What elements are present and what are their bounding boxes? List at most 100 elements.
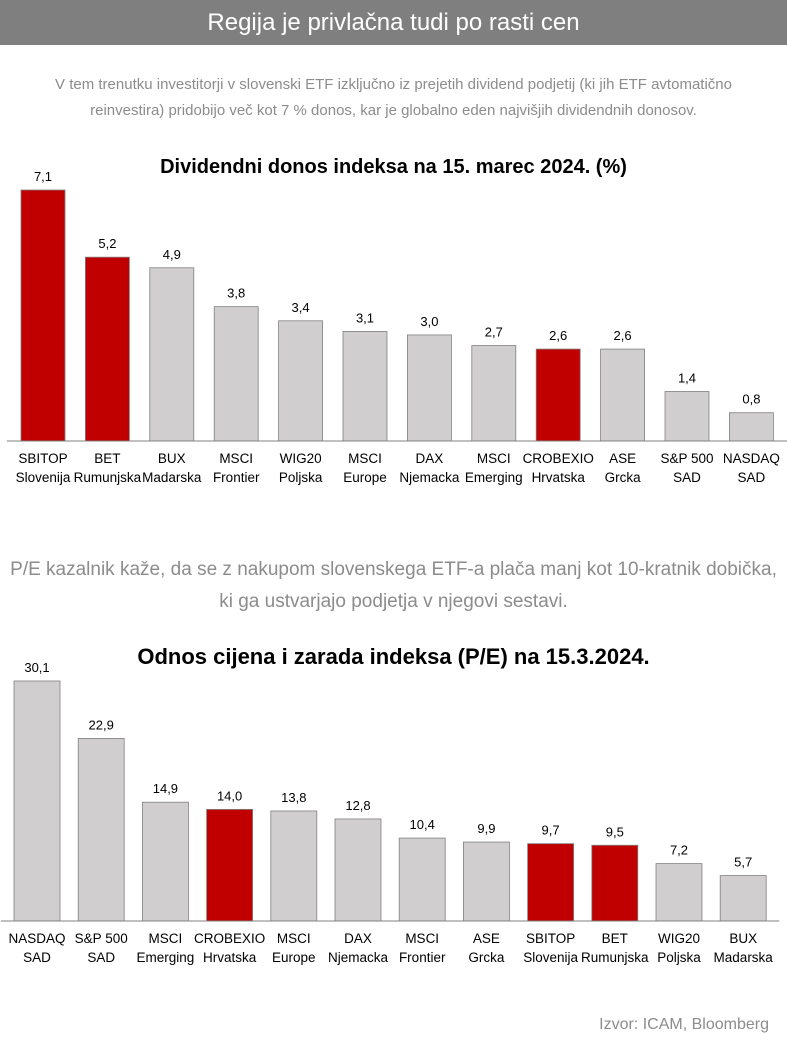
bar-0-1 — [85, 256, 130, 442]
data-label-1-7: 9,9 — [477, 821, 495, 836]
category-label-1-6-1: Frontier — [399, 950, 446, 965]
category-label-1-10-0: WIG20 — [658, 931, 700, 946]
bar-1-11 — [719, 875, 767, 922]
bar-0-5 — [342, 331, 388, 442]
category-label-1-1-0: S&P 500 — [75, 931, 128, 946]
bar-1-3 — [206, 808, 254, 922]
category-label-1-8-1: Slovenija — [523, 950, 578, 965]
category-label-1-0-1: SAD — [23, 950, 51, 965]
chart-title-pe: Odnos cijena i zarada indeksa (P/E) na 1… — [137, 644, 650, 669]
category-label-1-4-1: Europe — [272, 950, 316, 965]
category-label-0-5-1: Europe — [343, 470, 387, 485]
category-label-0-7-0: MSCI — [477, 451, 511, 466]
category-label-0-6-0: DAX — [416, 451, 444, 466]
bar-0-11 — [729, 412, 774, 442]
data-label-0-4: 3,4 — [292, 300, 310, 315]
bar-0-10 — [664, 391, 710, 442]
data-label-0-8: 2,6 — [549, 328, 567, 343]
category-label-1-5-1: Njemacka — [328, 950, 389, 965]
data-label-1-8: 9,7 — [542, 823, 560, 838]
bar-1-4 — [270, 810, 318, 922]
category-label-0-11-1: SAD — [738, 470, 766, 485]
bar-0-0 — [20, 189, 66, 442]
intro-text-pe: P/E kazalnik kaže, da se z nakupom slove… — [10, 559, 777, 612]
intro-text-dividend: V tem trenutku investitorji v slovenski … — [55, 76, 732, 119]
category-label-1-2-0: MSCI — [149, 931, 183, 946]
category-label-0-5-0: MSCI — [348, 451, 382, 466]
data-label-1-9: 9,5 — [606, 824, 624, 839]
bar-1-6 — [398, 837, 446, 922]
data-label-1-3: 14,0 — [217, 788, 242, 803]
category-label-0-8-0: CROBEXIO — [523, 451, 594, 466]
category-label-1-2-1: Emerging — [137, 950, 195, 965]
category-label-0-2-0: BUX — [158, 451, 186, 466]
data-label-0-5: 3,1 — [356, 310, 374, 325]
bar-1-9 — [591, 844, 639, 922]
category-label-0-4-0: WIG20 — [280, 451, 322, 466]
bar-1-10 — [655, 863, 703, 922]
dividend-yield-chart: 7,1 SBITOP Slovenija 5,2 BET Rumunjska 4,9 BUX M… — [6, 169, 787, 485]
bar-0-6 — [406, 334, 452, 442]
category-label-1-6-0: MSCI — [405, 931, 439, 946]
category-label-0-3-0: MSCI — [219, 451, 253, 466]
data-label-0-3: 3,8 — [227, 286, 245, 301]
category-label-0-1-1: Rumunjska — [74, 470, 142, 485]
category-label-1-10-1: Poljska — [657, 950, 701, 965]
category-label-0-0-0: SBITOP — [18, 451, 67, 466]
category-label-0-9-1: Grcka — [605, 470, 641, 485]
category-label-1-3-1: Hrvatska — [203, 950, 257, 965]
chart-title-dividend: Dividendni donos indeksa na 15. marec 20… — [160, 156, 627, 178]
data-label-1-4: 13,8 — [281, 790, 306, 805]
bar-0-8 — [535, 348, 581, 442]
bar-0-2 — [149, 267, 195, 442]
data-label-0-2: 4,9 — [163, 247, 181, 262]
category-label-0-10-1: SAD — [673, 470, 701, 485]
category-label-1-9-0: BET — [602, 931, 628, 946]
category-label-0-10-0: S&P 500 — [660, 451, 713, 466]
bar-0-7 — [471, 345, 517, 442]
category-label-1-4-0: MSCI — [277, 931, 311, 946]
category-label-0-9-0: ASE — [609, 451, 636, 466]
category-label-0-6-1: Njemacka — [399, 470, 460, 485]
data-label-0-10: 1,4 — [678, 371, 696, 386]
pe-ratio-chart: 30,1 NASDAQ SAD 22,9 S&P 500 SAD 14,9 MSCI Emerg… — [0, 660, 780, 965]
category-label-0-2-1: Madarska — [142, 470, 202, 485]
category-label-0-4-1: Poljska — [279, 470, 323, 485]
category-label-1-11-0: BUX — [729, 931, 757, 946]
data-label-0-1: 5,2 — [98, 236, 116, 251]
data-label-1-1: 22,9 — [89, 717, 114, 732]
data-label-1-0: 30,1 — [24, 660, 49, 675]
page-title: Regija je privlačna tudi po rasti cen — [207, 9, 580, 36]
source-note: Izvor: ICAM, Bloomberg — [599, 1016, 769, 1033]
category-label-1-9-1: Rumunjska — [581, 950, 649, 965]
category-label-0-8-1: Hrvatska — [532, 470, 586, 485]
category-label-0-3-1: Frontier — [213, 470, 260, 485]
bar-1-0 — [13, 680, 61, 922]
data-label-1-6: 10,4 — [410, 817, 435, 832]
category-label-1-7-0: ASE — [473, 931, 500, 946]
category-label-1-11-1: Madarska — [714, 950, 774, 965]
data-label-0-7: 2,7 — [485, 325, 503, 340]
category-label-0-11-0: NASDAQ — [723, 451, 780, 466]
page-header: Regija je privlačna tudi po rasti cen — [0, 0, 787, 45]
bar-1-1 — [77, 738, 125, 922]
category-label-1-7-1: Grcka — [468, 950, 504, 965]
category-label-0-1-0: BET — [94, 451, 120, 466]
bar-1-2 — [141, 801, 189, 922]
data-label-0-11: 0,8 — [742, 392, 760, 407]
category-label-1-1-1: SAD — [87, 950, 115, 965]
bar-0-4 — [278, 320, 324, 442]
data-label-1-2: 14,9 — [153, 781, 178, 796]
data-label-0-9: 2,6 — [614, 328, 632, 343]
bar-1-7 — [462, 841, 510, 922]
bar-1-8 — [527, 843, 574, 922]
data-label-0-0: 7,1 — [34, 169, 52, 184]
category-label-0-0-1: Slovenija — [16, 470, 71, 485]
category-label-0-7-1: Emerging — [465, 470, 523, 485]
bar-1-5 — [334, 818, 382, 922]
data-label-1-11: 5,7 — [734, 855, 752, 870]
data-label-1-10: 7,2 — [670, 843, 688, 858]
bar-0-3 — [213, 306, 259, 442]
category-label-1-0-0: NASDAQ — [8, 931, 65, 946]
category-label-1-8-0: SBITOP — [526, 931, 575, 946]
